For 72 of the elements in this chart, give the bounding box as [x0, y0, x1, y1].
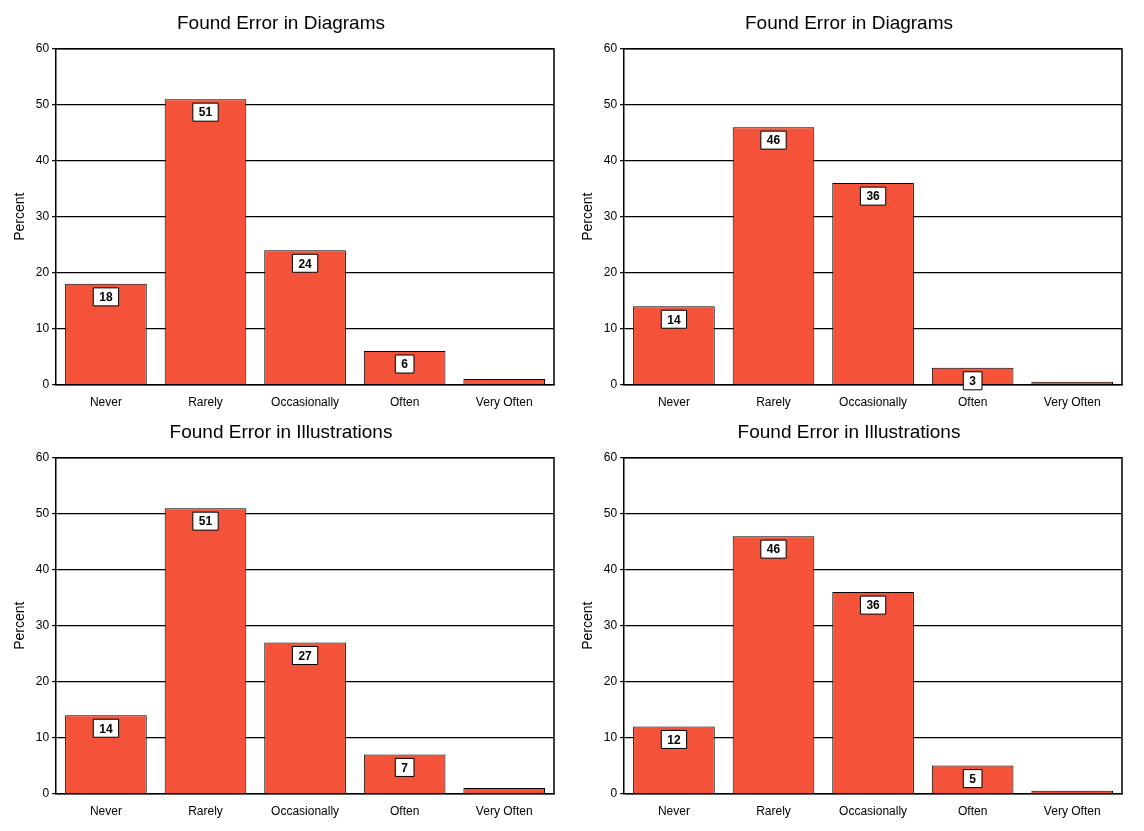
y-tick-label: 20	[35, 673, 50, 688]
data-label: 18	[99, 290, 113, 305]
y-tick-label: 50	[35, 97, 50, 112]
y-tick-label: 10	[35, 729, 50, 744]
x-tick-label: Very Often	[1043, 395, 1101, 410]
y-axis-title: Percent	[11, 601, 28, 650]
y-tick-label: 30	[603, 618, 618, 633]
data-label: 24	[298, 256, 313, 271]
y-tick-label: 0	[610, 785, 618, 800]
x-tick-label: Often	[957, 804, 988, 819]
x-tick-label: Never	[89, 395, 122, 410]
x-tick-label: Often	[389, 804, 420, 819]
y-axis-title: Percent	[579, 601, 596, 650]
y-tick-label: 10	[35, 320, 50, 335]
y-tick-label: 20	[603, 264, 618, 279]
x-tick-label: Rarely	[756, 395, 791, 410]
x-tick-label: Very Often	[1043, 804, 1101, 819]
data-label: 51	[198, 514, 213, 529]
x-tick-label: Rarely	[756, 804, 791, 819]
x-tick-label: Never	[89, 804, 122, 819]
x-tick-label: Occasionally	[839, 804, 908, 819]
chart-title: Found Error in Diagrams	[176, 11, 386, 33]
y-tick-label: 0	[42, 376, 50, 391]
data-label: 6	[401, 357, 409, 372]
y-tick-label: 60	[603, 41, 618, 56]
data-label: 3	[969, 374, 977, 389]
y-tick-label: 20	[603, 673, 618, 688]
y-axis-title: Percent	[11, 192, 28, 241]
y-tick-label: 30	[35, 618, 50, 633]
y-tick-label: 60	[603, 450, 618, 465]
chart-title: Found Error in Illustrations	[737, 420, 961, 442]
y-tick-label: 30	[35, 209, 50, 224]
x-tick-label: Often	[389, 395, 420, 410]
y-tick-label: 0	[42, 785, 50, 800]
data-label: 46	[766, 542, 781, 557]
y-axis-title: Percent	[579, 192, 596, 241]
chart-title: Found Error in Illustrations	[169, 420, 393, 442]
data-label: 12	[667, 732, 681, 747]
data-label: 14	[99, 721, 113, 736]
y-tick-label: 40	[35, 562, 50, 577]
y-tick-label: 20	[35, 264, 50, 279]
y-tick-label: 10	[603, 729, 618, 744]
x-tick-label: Very Often	[475, 804, 533, 819]
x-tick-label: Very Often	[475, 395, 533, 410]
x-tick-label: Often	[957, 395, 988, 410]
data-label: 5	[969, 771, 977, 786]
data-label: 51	[198, 105, 213, 120]
y-tick-label: 40	[603, 562, 618, 577]
x-tick-label: Never	[657, 395, 690, 410]
x-tick-label: Occasionally	[271, 804, 340, 819]
y-tick-label: 50	[35, 506, 50, 521]
y-tick-label: 60	[35, 41, 50, 56]
y-tick-label: 0	[610, 376, 618, 391]
y-tick-label: 50	[603, 97, 618, 112]
y-tick-label: 40	[603, 153, 618, 168]
data-label: 7	[401, 760, 409, 775]
data-label: 14	[667, 312, 681, 327]
chart-title: Found Error in Diagrams	[744, 11, 954, 33]
y-tick-label: 40	[35, 153, 50, 168]
data-label: 36	[866, 598, 881, 613]
x-tick-label: Rarely	[188, 804, 223, 819]
x-tick-label: Rarely	[188, 395, 223, 410]
data-label: 27	[298, 648, 313, 663]
y-tick-label: 10	[603, 320, 618, 335]
data-label: 36	[866, 189, 881, 204]
x-tick-label: Occasionally	[839, 395, 908, 410]
y-tick-label: 60	[35, 450, 50, 465]
y-tick-label: 30	[603, 209, 618, 224]
data-label: 46	[766, 133, 781, 148]
y-tick-label: 50	[603, 506, 618, 521]
x-tick-label: Occasionally	[271, 395, 340, 410]
x-tick-label: Never	[657, 804, 690, 819]
